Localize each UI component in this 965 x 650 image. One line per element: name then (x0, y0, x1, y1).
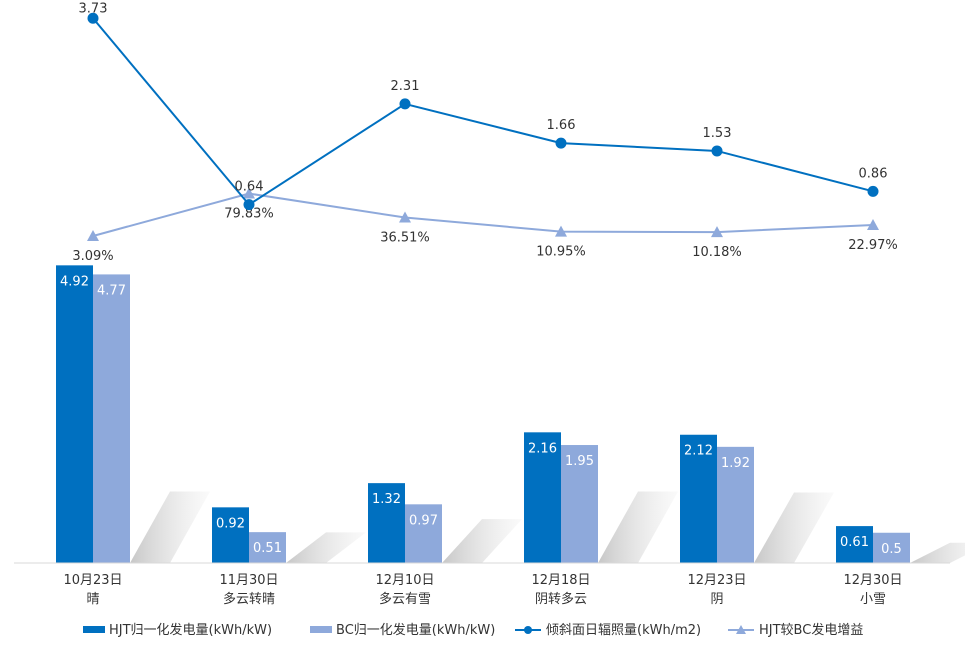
bar-shadow (442, 519, 522, 563)
bar-hjt (368, 483, 405, 563)
bar-bc (93, 274, 130, 563)
bar-bc-value-label: 0.97 (409, 513, 438, 528)
bar-shadow (910, 542, 965, 563)
bar-bc-value-label: 0.5 (881, 542, 902, 557)
irradiation-marker (399, 98, 411, 110)
legend: HJT归一化发电量(kWh/kW) BC归一化发电量(kWh/kW) 倾斜面日辐照量… (83, 622, 863, 638)
bars: 4.92 4.77 0.92 0.51 1.32 0.97 2.16 1.95 2.12 1.92… (56, 265, 910, 563)
irradiation-value-label: 1.66 (547, 118, 576, 133)
bar-bc-value-label: 0.51 (253, 541, 282, 556)
gain-value-label: 3.09% (72, 249, 113, 264)
legend-swatch-marker (736, 625, 746, 634)
gain-marker (555, 225, 567, 237)
x-tick-label: 12月10日 (375, 573, 434, 588)
bar-hjt-value-label: 0.92 (216, 516, 245, 531)
x-tick-label: 10月23日 (63, 573, 122, 588)
irradiation-line (92, 17, 874, 206)
irradiation-marker (711, 145, 723, 157)
x-tick-weather-label: 小雪 (860, 592, 886, 607)
bar-bc-value-label: 1.92 (721, 456, 750, 471)
legend-label: 倾斜面日辐照量(kWh/m2) (546, 623, 701, 638)
x-tick-weather-label: 阴转多云 (535, 591, 587, 607)
gain-marker (399, 211, 411, 223)
x-tick-weather-label: 阴 (710, 592, 723, 607)
bar-shadow (130, 491, 210, 563)
irradiation-value-label: 3.73 (79, 1, 108, 16)
bar-bc-value-label: 1.95 (565, 454, 594, 469)
irradiation-value-label: 2.31 (391, 79, 420, 94)
bar-shadows (130, 491, 965, 563)
x-tick-label: 12月18日 (531, 573, 590, 588)
bar-shadow (754, 492, 834, 563)
irradiation-value-label: 0.64 (235, 180, 264, 195)
irradiation-marker (87, 12, 99, 24)
bar-hjt (212, 507, 249, 563)
x-tick-label: 12月30日 (843, 573, 902, 588)
legend-swatch (310, 626, 332, 633)
bar-hjt (836, 526, 873, 563)
legend-label: HJT归一化发电量(kWh/kW) (109, 622, 272, 638)
irradiation-marker (243, 199, 255, 211)
x-tick-label: 12月23日 (687, 573, 746, 588)
gain-value-label: 10.95% (536, 245, 586, 260)
bar-hjt-value-label: 0.61 (840, 535, 869, 550)
bar-bc (717, 446, 754, 563)
bar-hjt-value-label: 1.32 (372, 492, 401, 507)
x-tick-weather-label: 多云转晴 (223, 591, 275, 607)
bar-bc (561, 445, 598, 563)
irradiation-marker (555, 137, 567, 149)
bar-hjt-value-label: 2.16 (528, 441, 557, 456)
bar-bc (405, 504, 442, 563)
bar-hjt-value-label: 4.92 (60, 274, 89, 289)
gain-line (92, 192, 874, 237)
x-tick-weather-label: 多云有雪 (379, 591, 431, 607)
irradiation-value-label: 1.53 (703, 126, 732, 141)
gain-value-label: 36.51% (380, 231, 430, 246)
gain-marker (243, 187, 255, 199)
gain-marker (87, 229, 99, 241)
gain-marker (867, 218, 879, 230)
legend-swatch-marker (524, 626, 532, 634)
gain-marker (711, 226, 723, 238)
gain-value-label: 10.18% (692, 245, 742, 260)
bar-bc (873, 532, 910, 563)
irradiation-marker (867, 185, 879, 197)
x-tick-label: 11月30日 (219, 573, 278, 588)
bar-hjt-value-label: 2.12 (684, 444, 713, 459)
bar-shadow (286, 532, 366, 563)
bar-hjt (56, 265, 93, 563)
legend-label: HJT较BC发电增益 (759, 622, 863, 638)
gain-value-label: 79.83% (224, 207, 274, 222)
lines: 3.09% 79.83% 36.51% 10.95% 10.18% 22.97% 3.73 0… (72, 1, 897, 264)
bar-shadow (598, 491, 678, 563)
x-tick-weather-label: 晴 (86, 592, 99, 607)
irradiation-value-label: 0.86 (859, 166, 888, 181)
bar-hjt (680, 434, 717, 563)
bar-bc (249, 532, 286, 563)
bar-bc-value-label: 4.77 (97, 283, 126, 298)
legend-label: BC归一化发电量(kWh/kW) (336, 622, 495, 638)
gain-value-label: 22.97% (848, 238, 898, 253)
legend-swatch (83, 626, 105, 633)
bar-hjt (524, 432, 561, 563)
